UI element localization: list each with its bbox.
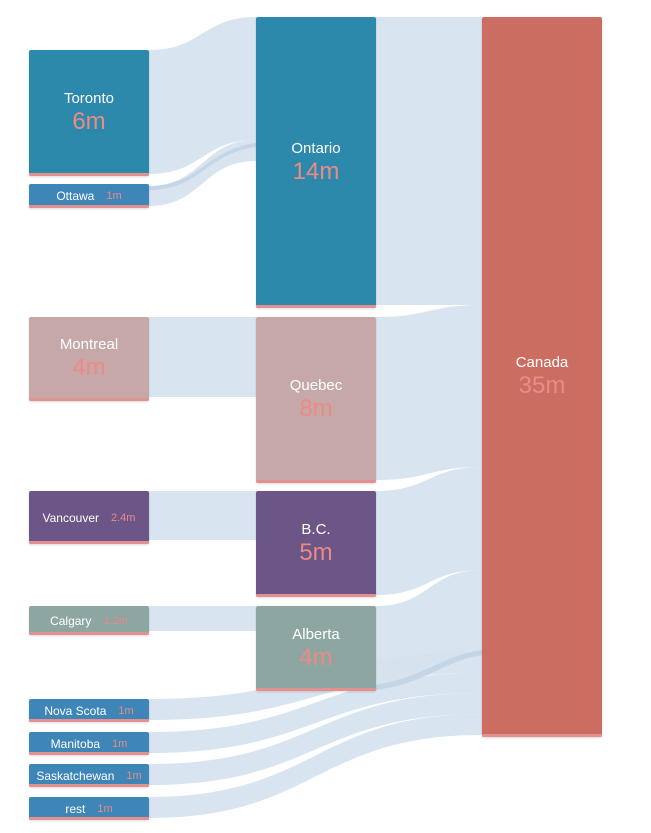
node-content: Toronto 6m (64, 90, 114, 136)
node-value: 1m (97, 802, 113, 815)
link-quebec-canada (376, 305, 482, 480)
node-value: 1m (126, 769, 142, 782)
node-content: Ontario 14m (291, 140, 340, 186)
link-ottawa-ontario (149, 140, 256, 206)
node-value: 14m (292, 157, 340, 185)
link-vancouver-bc (149, 491, 256, 540)
node-canada[interactable]: Canada 35m (482, 17, 602, 737)
node-alberta[interactable]: Alberta 4m (256, 606, 376, 691)
node-content: Alberta 4m (292, 626, 340, 672)
node-content: Nova Scota 1m (44, 704, 133, 718)
node-label: rest (65, 801, 86, 816)
node-label: Calgary (50, 613, 92, 628)
node-value: 1m (106, 190, 122, 202)
node-value: 35m (518, 372, 566, 399)
node-content: Calgary 1.2m (50, 614, 128, 628)
node-vancouver[interactable]: Vancouver 2.4m (29, 491, 149, 544)
link-bc-canada (376, 467, 482, 595)
node-label: Manitoba (50, 736, 101, 751)
node-content: Montreal 4m (60, 336, 118, 382)
node-content: Quebec 8m (290, 377, 343, 423)
node-saskatchewan[interactable]: Saskatchewan 1m (29, 764, 149, 787)
node-content: Manitoba 1m (51, 737, 128, 751)
link-rest-canada (149, 714, 482, 818)
node-label: Saskatchewan (36, 768, 115, 783)
link-manitoba-canada (149, 673, 482, 753)
node-value: 1m (118, 704, 134, 717)
node-value: 2.4m (111, 511, 136, 524)
node-label: Alberta (292, 625, 340, 643)
node-content: B.C. 5m (299, 521, 332, 567)
node-novascota[interactable]: Nova Scota 1m (29, 699, 149, 722)
node-value: 6m (72, 108, 106, 135)
node-label: Vancouver (42, 510, 99, 525)
node-label: Nova Scota (44, 703, 107, 718)
node-toronto[interactable]: Toronto 6m (29, 50, 149, 176)
node-calgary[interactable]: Calgary 1.2m (29, 606, 149, 635)
node-content: Saskatchewan 1m (36, 769, 141, 783)
node-content: Ottawa 1m (56, 189, 121, 203)
link-accent-ottawa (149, 143, 256, 190)
node-label: Toronto (63, 90, 115, 107)
link-montreal-quebec (149, 317, 256, 397)
link-ontario-canada (376, 17, 482, 305)
node-content: rest 1m (65, 802, 112, 816)
node-value: 1m (112, 737, 128, 750)
node-value: 4m (299, 643, 333, 671)
link-calgary-alberta (149, 606, 256, 631)
node-rest[interactable]: rest 1m (29, 797, 149, 820)
node-quebec[interactable]: Quebec 8m (256, 317, 376, 483)
node-value: 4m (72, 354, 106, 381)
node-bc[interactable]: B.C. 5m (256, 491, 376, 597)
node-label: B.C. (301, 521, 331, 538)
node-value: 5m (299, 539, 333, 566)
node-ontario[interactable]: Ontario 14m (256, 17, 376, 308)
node-ottawa[interactable]: Ottawa 1m (29, 184, 149, 208)
node-content: Canada 35m (516, 354, 569, 400)
link-saskatchewan-canada (149, 693, 482, 785)
link-toronto-ontario (149, 17, 256, 174)
node-label: Montreal (59, 336, 119, 353)
node-label: Ottawa (56, 189, 95, 203)
node-montreal[interactable]: Montreal 4m (29, 317, 149, 401)
node-value: 8m (299, 395, 333, 422)
link-accent-alberta (376, 650, 482, 690)
node-manitoba[interactable]: Manitoba 1m (29, 732, 149, 755)
node-value: 1.2m (103, 614, 128, 627)
node-content: Vancouver 2.4m (43, 511, 136, 525)
node-label: Canada (515, 354, 569, 371)
node-label: Ontario (291, 139, 341, 157)
node-label: Quebec (289, 377, 343, 394)
